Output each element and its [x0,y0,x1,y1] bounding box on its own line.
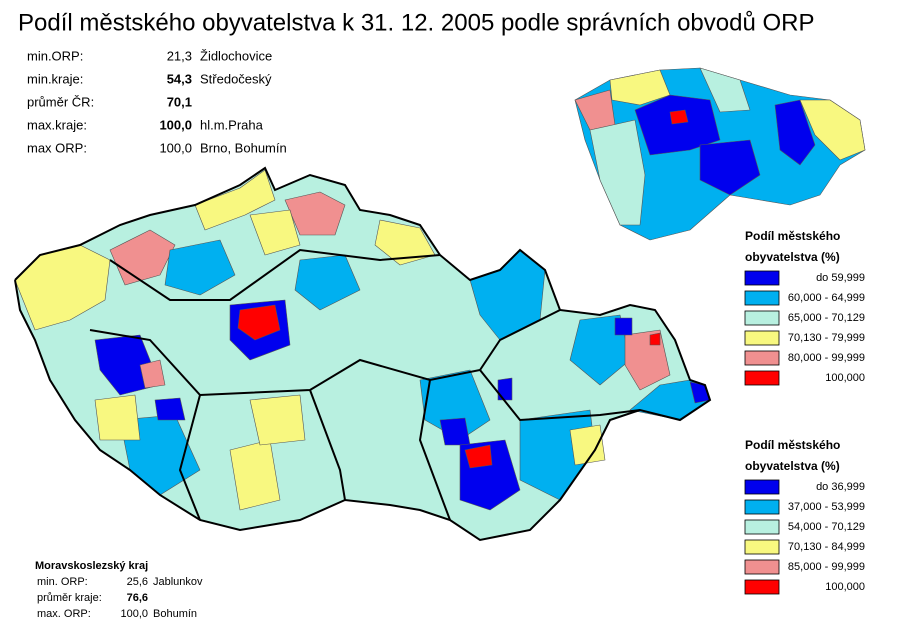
info-label: průměr kraje: [37,592,102,604]
legend-label: 100,000 [825,581,865,593]
legend-label: 70,130 - 79,999 [788,332,865,344]
legend-label: 65,000 - 70,129 [788,312,865,324]
legend-swatch [744,290,780,306]
region-yellow [374,219,436,266]
legend-swatch [744,310,780,326]
info-label: min. ORP: [37,576,88,588]
region-yellow [229,439,281,511]
info-value: 100,0 [120,608,148,620]
stat-label: min.ORP: [27,48,83,63]
inset-kraj [799,99,866,161]
kraj-border [418,379,451,521]
region-yellow [94,394,141,441]
page-title: Podíl městského obyvatelstva k 31. 12. 2… [18,9,814,36]
region-blue [614,317,633,336]
kraj-border [309,389,346,501]
stat-value: 100,0 [159,140,192,155]
legend-label: 37,000 - 53,999 [788,501,865,513]
legend-label: do 59,999 [816,272,865,284]
stat-label: min.kraje: [27,71,83,86]
region-blue [439,417,471,446]
region-red [649,332,661,346]
region-red [464,444,493,469]
stat-place: Židlochovice [200,48,272,63]
stat-place: Středočeský [200,71,272,86]
legend-label: 100,000 [825,372,865,384]
stat-value: 100,0 [159,117,192,132]
legend-label: 85,000 - 99,999 [788,561,865,573]
stat-label: průměr ČR: [27,94,94,109]
orp-map [14,166,712,542]
legend-swatch [744,330,780,346]
inset-kraj [669,109,689,125]
inset-kraj [609,69,671,106]
legend-title: Podíl městského [745,229,840,243]
legend-swatch [744,350,780,366]
region-pink [139,359,166,389]
legend-swatch [744,519,780,535]
region-yellow [569,424,606,466]
legend-swatch [744,579,780,595]
legend-title: Podíl městského [745,438,840,452]
info-place: Jablunkov [153,576,203,588]
legend-swatch [744,270,780,286]
region-yellow [249,394,306,446]
kraj-border [14,166,712,542]
kraje-inset-map [574,67,866,241]
stat-place: hl.m.Praha [200,117,264,132]
legend-swatch [744,499,780,515]
stat-place: Brno, Bohumín [200,140,287,155]
stat-value: 21,3 [167,48,192,63]
info-box [25,554,240,630]
legend-swatch [744,559,780,575]
info-label: max. ORP: [37,608,91,620]
region-yellow [194,169,276,231]
region-pink [284,191,346,236]
region-blue [164,239,236,296]
stat-label: max ORP: [27,140,87,155]
inset-kraj [589,119,646,226]
legend-label: 70,130 - 84,999 [788,541,865,553]
region-blue [294,254,361,311]
legend-label: do 36,999 [816,481,865,493]
legend-swatch [744,370,780,386]
region-yellow [249,209,301,256]
kraj-border [109,248,441,301]
stat-value: 54,3 [167,71,192,86]
kraj-border [479,369,641,422]
inset-kraj [774,99,816,166]
region-red [237,304,281,341]
legend-label: 80,000 - 99,999 [788,352,865,364]
region-blue [154,397,186,421]
info-title: Moravskoslezský kraj [35,560,148,572]
inset-kraj [699,67,751,113]
inset-kraj [699,139,761,196]
info-place: Bohumín [153,608,197,620]
info-value: 76,6 [127,592,148,604]
legend-title: obyvatelstva (%) [745,459,840,473]
legend-label: 60,000 - 64,999 [788,292,865,304]
legend-swatch [744,539,780,555]
info-value: 25,6 [127,576,148,588]
stat-label: max.kraje: [27,117,87,132]
legend-label: 54,000 - 70,129 [788,521,865,533]
legend-swatch [744,479,780,495]
stat-value: 70,1 [167,94,192,109]
legend-title: obyvatelstva (%) [745,250,840,264]
inset-kraj [634,94,721,156]
